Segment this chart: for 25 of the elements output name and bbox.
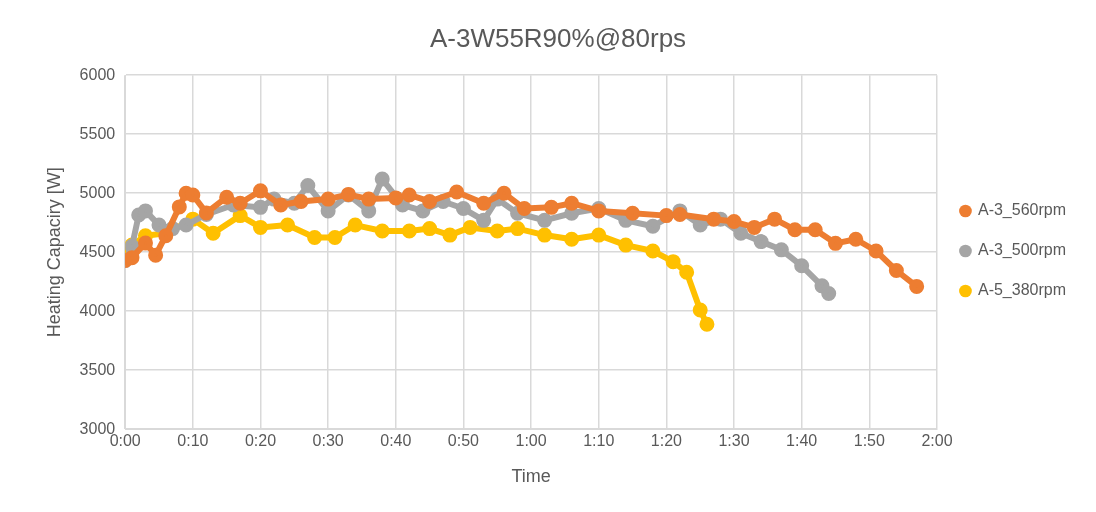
- legend-label: A-3_500rpm: [977, 241, 1066, 260]
- y-tick-label: 3500: [79, 360, 116, 378]
- x-tick-label: 0:00: [109, 432, 141, 450]
- x-tick-label: 0:10: [177, 432, 209, 450]
- y-tick-label: 6000: [79, 65, 116, 83]
- x-tick-label: 0:50: [447, 432, 480, 450]
- y-tick-label: 5500: [79, 124, 116, 142]
- legend-label: A-5_380rpm: [977, 281, 1066, 300]
- x-tick-label: 1:20: [650, 432, 683, 450]
- x-axis-title: Time: [511, 466, 551, 487]
- chart-title: A-3W55R90%@80rps: [429, 22, 687, 53]
- y-axis-title: Heating Capaciry [W]: [43, 167, 64, 338]
- x-tick-label: 2:00: [921, 432, 953, 450]
- x-tick-label: 1:10: [583, 432, 615, 450]
- x-tick-label: 1:30: [718, 432, 750, 450]
- x-tick-label: 0:30: [312, 432, 344, 450]
- y-tick-label: 4000: [79, 301, 116, 319]
- x-tick-label: 1:50: [853, 432, 885, 450]
- y-tick-label: 4500: [79, 242, 116, 260]
- y-tick-label: 5000: [79, 183, 116, 201]
- x-tick-label: 1:40: [786, 432, 818, 450]
- x-tick-label: 1:00: [515, 432, 547, 450]
- legend-label: A-3_560rpm: [977, 201, 1066, 220]
- x-tick-label: 0:40: [380, 432, 412, 450]
- x-tick-label: 0:20: [244, 432, 277, 450]
